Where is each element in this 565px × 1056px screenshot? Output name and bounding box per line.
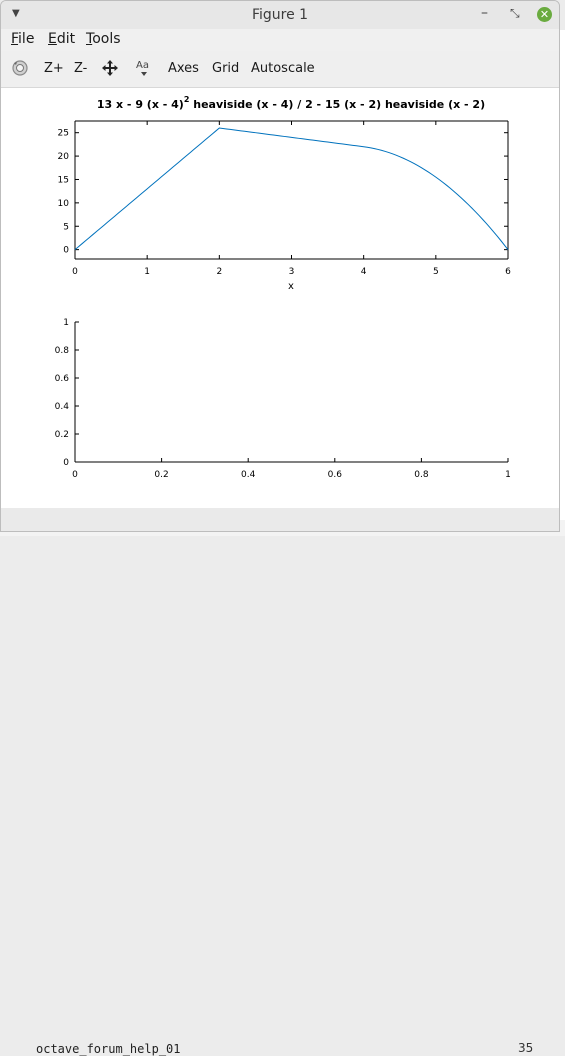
x-tick-label: 1 <box>505 470 511 480</box>
autoscale-button[interactable]: Autoscale <box>251 61 315 76</box>
x-tick-label: 0.8 <box>414 470 429 480</box>
y-tick-label: 15 <box>58 175 69 185</box>
x-tick-label: 0.4 <box>241 470 256 480</box>
x-tick-label: 1 <box>144 267 150 277</box>
menu-file[interactable]: File <box>11 31 35 47</box>
y-tick-label: 0 <box>63 458 69 468</box>
y-tick-label: 0.6 <box>55 374 70 384</box>
grid-button[interactable]: Grid <box>212 61 240 76</box>
x-tick-label: 0.6 <box>328 470 343 480</box>
y-tick-label: 0.2 <box>55 430 69 440</box>
x-axis-label: x <box>288 281 294 292</box>
x-tick-label: 0.2 <box>154 470 168 480</box>
x-tick-label: 4 <box>361 267 367 277</box>
pin-icon[interactable]: ▼ <box>12 8 20 19</box>
background-line-number: 35 <box>518 1041 534 1055</box>
zoom-out-button[interactable]: Z- <box>74 61 88 76</box>
background-app-edge <box>558 30 565 530</box>
y-tick-label: 1 <box>63 318 69 328</box>
background-tab-label: octave_forum_help_01 <box>36 1042 181 1056</box>
zoom-in-button[interactable]: Z+ <box>44 61 64 76</box>
toolbar: Z+ Z- Aa Axes Grid Autoscale <box>1 51 559 88</box>
figure-window: ▼ Figure 1 – ⤡ ✕ File Edit Tools Z+ Z- A… <box>0 0 560 532</box>
x-tick-label: 6 <box>505 267 511 277</box>
x-tick-label: 0 <box>72 267 78 277</box>
axes-button[interactable]: Axes <box>168 61 199 76</box>
status-bar <box>1 508 559 531</box>
x-tick-label: 3 <box>289 267 295 277</box>
axes-bottom: 0 0.2 0.4 0.6 0.8 1 0 0.2 0.4 0.6 0.8 1 <box>55 318 511 480</box>
figure-canvas[interactable]: 13 x - 9 (x - 4)2 heaviside (x - 4) / 2 … <box>1 88 559 508</box>
y-tick-label: 0 <box>63 246 69 256</box>
close-icon[interactable]: ✕ <box>537 7 552 22</box>
x-tick-label: 2 <box>216 267 222 277</box>
menu-bar: File Edit Tools <box>1 29 559 49</box>
title-bar[interactable]: ▼ Figure 1 – ⤡ ✕ <box>1 1 559 30</box>
window-title: Figure 1 <box>251 7 309 23</box>
y-tick-label: 0.4 <box>55 402 70 412</box>
svg-text:Aa: Aa <box>136 60 149 71</box>
chart-title: 13 x - 9 (x - 4)2 heaviside (x - 4) / 2 … <box>97 95 485 111</box>
y-tick-label: 0.8 <box>55 346 70 356</box>
text-icon[interactable]: Aa <box>135 58 153 82</box>
pan-icon[interactable] <box>101 59 119 81</box>
axes-top: 0 1 2 3 4 5 6 0 5 10 15 20 25 <box>58 120 511 277</box>
menu-tools[interactable]: Tools <box>86 31 121 47</box>
x-tick-label: 0 <box>72 470 78 480</box>
y-tick-label: 20 <box>58 152 70 162</box>
rotate-icon[interactable] <box>11 59 29 81</box>
x-tick-label: 5 <box>433 267 439 277</box>
restore-icon[interactable]: ⤡ <box>510 6 520 20</box>
series-line <box>74 127 509 251</box>
y-tick-label: 10 <box>58 199 70 209</box>
menu-edit[interactable]: Edit <box>48 31 76 47</box>
plots-svg: 13 x - 9 (x - 4)2 heaviside (x - 4) / 2 … <box>55 95 511 480</box>
y-tick-label: 25 <box>58 129 69 139</box>
minimize-icon[interactable]: – <box>481 5 488 21</box>
y-tick-label: 5 <box>63 222 69 232</box>
